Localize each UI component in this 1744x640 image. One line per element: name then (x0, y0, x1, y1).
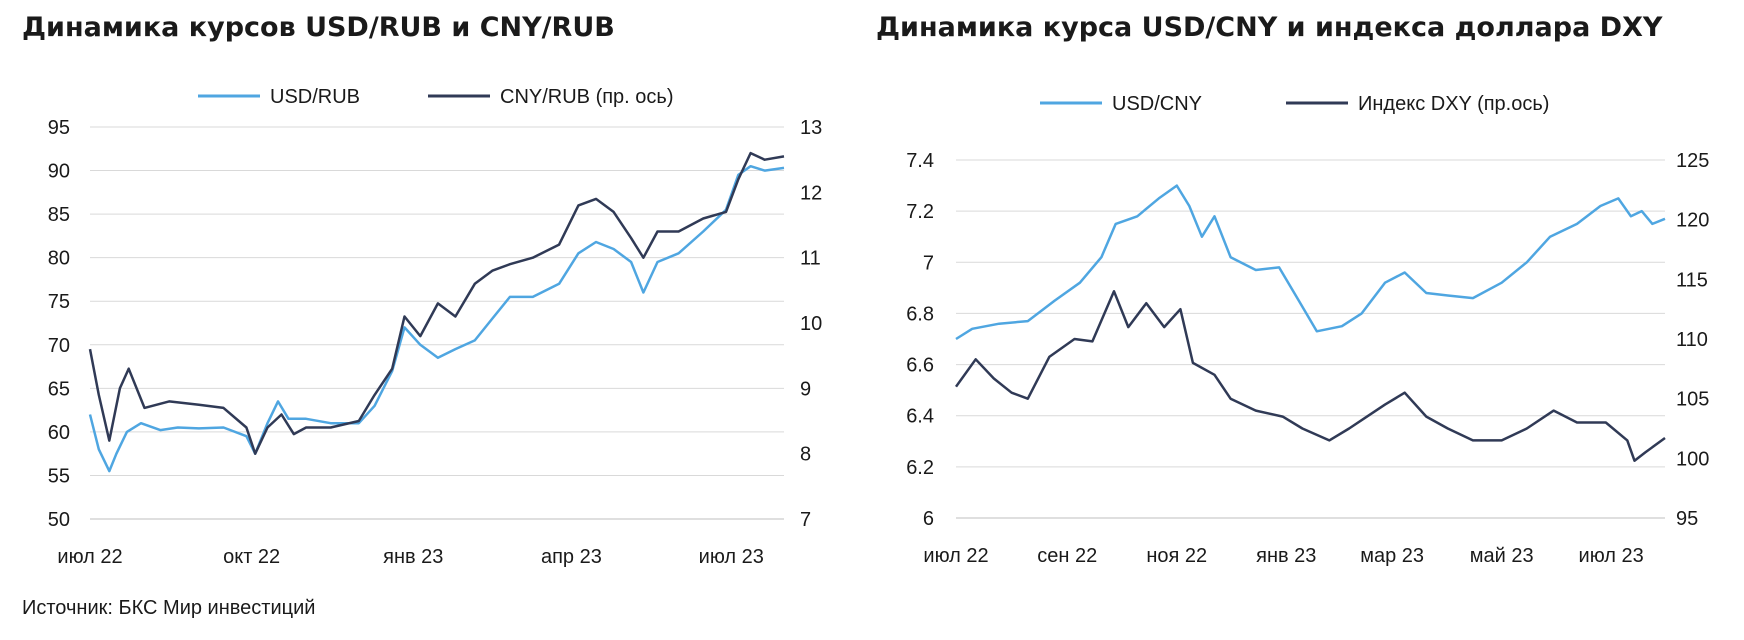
x-tick-label: июл 22 (923, 545, 988, 567)
legend-label: Индекс DXY (пр.ось) (1358, 93, 1549, 115)
y-right-tick-label: 115 (1676, 269, 1708, 291)
series-line-secondary (954, 290, 1666, 462)
y-right-tick-label: 8 (800, 444, 811, 466)
chart-usd-cny-dxy: 6 6.2 6.4 6.6 6.8 7 7.2 7.4 95 100 105 110 115 120 125… (906, 93, 1709, 567)
y-left-tick-label: 70 (48, 335, 70, 357)
series-line-primary (88, 164, 785, 473)
x-tick-label: апр 23 (541, 546, 602, 568)
y-left-tick-label: 6.8 (906, 303, 934, 325)
x-tick-label: окт 22 (223, 546, 280, 568)
y-left-tick-label: 55 (48, 465, 70, 487)
y-left-tick-label: 75 (48, 291, 70, 313)
x-tick-label: сен 22 (1037, 545, 1097, 567)
x-tick-label: июл 23 (699, 546, 764, 568)
y-left-tick-label: 50 (48, 509, 70, 531)
y-right-tick-label: 105 (1676, 389, 1709, 411)
chart-title-left: Динамика курсов USD/RUB и CNY/RUB (22, 12, 615, 43)
x-tick-label: янв 23 (383, 546, 443, 568)
y-right-tick-label: 125 (1676, 150, 1709, 172)
y-right-tick-label: 110 (1676, 329, 1708, 351)
y-right-tick-label: 100 (1676, 448, 1709, 470)
y-right-tick-label: 10 (800, 313, 822, 335)
chart-usd-rub-cny-rub: 50 55 60 65 70 75 80 85 90 95 7 8 9 10 11 12 13 июл 22 окт… (48, 86, 823, 568)
y-left-tick-label: 80 (48, 248, 70, 270)
chart-title-right: Динамика курса USD/CNY и индекса доллара… (876, 12, 1663, 43)
y-right-tick-label: 11 (800, 248, 821, 270)
y-right-tick-label: 13 (800, 117, 822, 139)
y-left-tick-label: 6 (923, 508, 934, 530)
y-left-tick-label: 85 (48, 204, 70, 226)
y-left-tick-label: 65 (48, 378, 70, 400)
y-left-tick-label: 7 (923, 252, 934, 274)
x-tick-label: ноя 22 (1146, 545, 1207, 567)
y-left-tick-label: 7.2 (906, 201, 934, 223)
x-tick-label: май 23 (1470, 545, 1534, 567)
y-right-tick-label: 120 (1676, 210, 1709, 232)
y-right-tick-label: 12 (800, 182, 822, 204)
legend-label: CNY/RUB (пр. ось) (500, 86, 674, 108)
y-left-tick-label: 6.4 (906, 406, 934, 428)
y-right-tick-label: 7 (800, 509, 811, 531)
y-left-tick-label: 60 (48, 422, 70, 444)
series-line-primary (955, 184, 1666, 341)
y-left-tick-label: 7.4 (906, 150, 934, 172)
legend-label: USD/CNY (1112, 93, 1202, 115)
y-right-tick-label: 9 (800, 378, 811, 400)
y-left-tick-label: 95 (48, 117, 70, 139)
x-tick-label: июл 22 (57, 546, 122, 568)
series-line-secondary (88, 151, 785, 455)
x-tick-label: июл 23 (1579, 545, 1644, 567)
y-left-tick-label: 90 (48, 161, 70, 183)
source-note: Источник: БКС Мир инвестиций (22, 597, 316, 619)
y-right-tick-label: 95 (1676, 508, 1698, 530)
legend-label: USD/RUB (270, 86, 360, 108)
x-tick-label: янв 23 (1256, 545, 1316, 567)
y-left-tick-label: 6.6 (906, 355, 934, 377)
y-left-tick-label: 6.2 (906, 457, 934, 479)
x-tick-label: мар 23 (1360, 545, 1424, 567)
